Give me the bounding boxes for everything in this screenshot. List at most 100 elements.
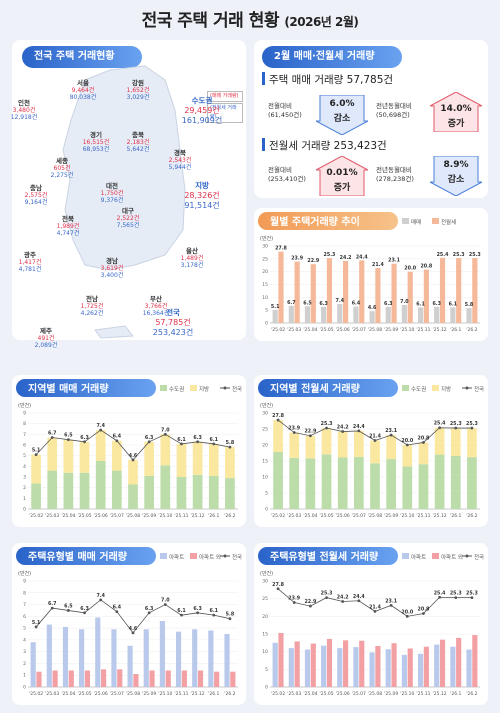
bar-아파트 외 <box>472 635 478 687</box>
y-tick-label: 10 <box>262 295 268 301</box>
y-tick-label: 4 <box>23 464 26 470</box>
line-point <box>34 625 38 629</box>
y-tick-label: 0 <box>265 321 268 327</box>
legend-label: 전국 <box>474 553 484 561</box>
data-label: 21.4 <box>372 262 384 268</box>
x-tick-label: '25.10 <box>158 513 172 519</box>
bar-아파트 <box>224 634 230 687</box>
sale-title-text: 주택 매매 거래량 57,785건 <box>269 74 394 86</box>
bar-수도권 <box>321 454 332 509</box>
data-label: 6.4 <box>352 301 361 307</box>
line-point <box>405 443 409 447</box>
region-name: 인천 <box>18 99 30 107</box>
region-11: 울산 1,489건 3,178건 <box>172 248 212 270</box>
legend-label: 전국 <box>232 385 242 393</box>
line-point <box>147 440 151 444</box>
bar-아파트 외 <box>343 640 349 687</box>
legend-swatch <box>402 553 409 559</box>
region-sale: 9,464건 <box>71 87 95 94</box>
data-label: 20.0 <box>404 266 416 272</box>
chart-title: 주택유형별 전월세 거래량 <box>270 550 379 563</box>
data-label: 25.4 <box>434 590 446 596</box>
line-point <box>454 426 458 430</box>
bar-아파트 외 <box>310 643 316 687</box>
rent-mom: 전월대비 (253,410건) <box>268 166 306 184</box>
bar-아파트 <box>159 621 165 687</box>
page-title-text: 전국 주택 거래 현황 <box>141 11 280 31</box>
data-label: 7.4 <box>336 298 345 304</box>
bar-수도권 <box>63 472 74 509</box>
line-point <box>83 440 86 444</box>
rent-title: 전월세 거래량 253,423건 <box>262 138 482 153</box>
bar-아파트 외 <box>407 648 413 687</box>
line-point <box>292 601 296 604</box>
bar-아파트 <box>46 624 52 687</box>
legend-sale: (매매 거래량) <box>207 91 243 102</box>
bar-매매 <box>385 306 391 323</box>
region-rent: 9,376건 <box>100 197 124 204</box>
x-tick-label: '25.07 <box>352 327 366 333</box>
x-tick-label: '26.2 <box>466 691 477 697</box>
bar-수도권 <box>112 470 122 509</box>
line-point <box>389 603 393 607</box>
region-name: 대전 <box>106 182 118 190</box>
rent-mom-pct: 0.01% <box>326 168 358 178</box>
x-tick-label: '25.05 <box>77 691 91 697</box>
bar-지방 <box>192 441 203 475</box>
x-tick-label: '25.05 <box>319 513 333 519</box>
korea-map: (매매 거래량) (전월세 거래량) <box>15 40 243 340</box>
x-tick-label: '25.05 <box>77 513 91 519</box>
bar-수도권 <box>79 472 90 509</box>
line-point <box>470 596 474 600</box>
national-name: 전국 <box>166 308 180 317</box>
bar-전월세 <box>278 251 284 323</box>
bar-수도권 <box>402 466 413 509</box>
bar-아파트 외 <box>456 637 462 687</box>
line-point <box>83 611 86 615</box>
bar-지방 <box>370 440 380 464</box>
rent-mom-arrow: 0.01% 증가 <box>315 155 369 197</box>
y-tick-label: 5 <box>265 491 268 497</box>
y-tick-label: 30 <box>262 579 268 585</box>
line-point <box>357 599 361 603</box>
data-label: 6.3 <box>193 435 202 441</box>
line-point <box>341 600 345 603</box>
data-label: 6.3 <box>145 606 154 612</box>
sale-mom-label: 전월대비 <box>268 102 292 110</box>
legend-swatch <box>190 385 197 391</box>
sale-mom: 전월대비 (61,450건) <box>268 102 302 120</box>
line-point <box>276 587 280 591</box>
region-name: 경기 <box>90 131 102 139</box>
region-rent: 9,164건 <box>24 199 48 206</box>
sale-mom-pct: 6.0% <box>329 99 355 109</box>
national-sale: 57,785건 <box>155 318 191 327</box>
sale-mom-arrow: 6.0% 감소 <box>315 94 369 136</box>
data-label: 6.1 <box>177 437 186 443</box>
chart-title-pill <box>258 547 398 565</box>
data-label: 6.3 <box>80 606 89 612</box>
region-5: 세종 605건 2,275건 <box>42 158 82 180</box>
x-tick-label: '25.03 <box>287 513 301 519</box>
bar-수도권 <box>337 457 348 509</box>
region-2: 강원 1,652건 3,029건 <box>118 80 158 102</box>
chart-title: 지역별 전월세 거래량 <box>270 382 361 395</box>
data-label: 22.9 <box>304 429 316 435</box>
legend-label: 아파트 <box>411 553 426 561</box>
x-tick-label: '25.06 <box>336 691 350 697</box>
x-tick-label: '25.10 <box>400 513 414 519</box>
legend-label: 지방 <box>199 385 209 393</box>
region-4: 충북 2,183건 5,642건 <box>118 132 158 154</box>
region-rent: 68,953건 <box>82 146 110 153</box>
bar-지방 <box>450 428 461 456</box>
bar-매매 <box>353 306 359 323</box>
bar-아파트 외 <box>165 670 171 687</box>
x-tick-label: '25.03 <box>287 691 301 697</box>
chart-unit: (만건) <box>18 402 31 409</box>
chart-title-pill <box>258 379 398 397</box>
bar-아파트 외 <box>101 669 107 687</box>
y-tick-label: 10 <box>262 475 268 481</box>
sale-mom-base: (61,450건) <box>268 111 302 119</box>
sale-yoy-label: 전년동월대비 <box>376 102 412 110</box>
x-tick-label: '25.08 <box>368 327 382 333</box>
data-label: 6.7 <box>287 300 296 306</box>
